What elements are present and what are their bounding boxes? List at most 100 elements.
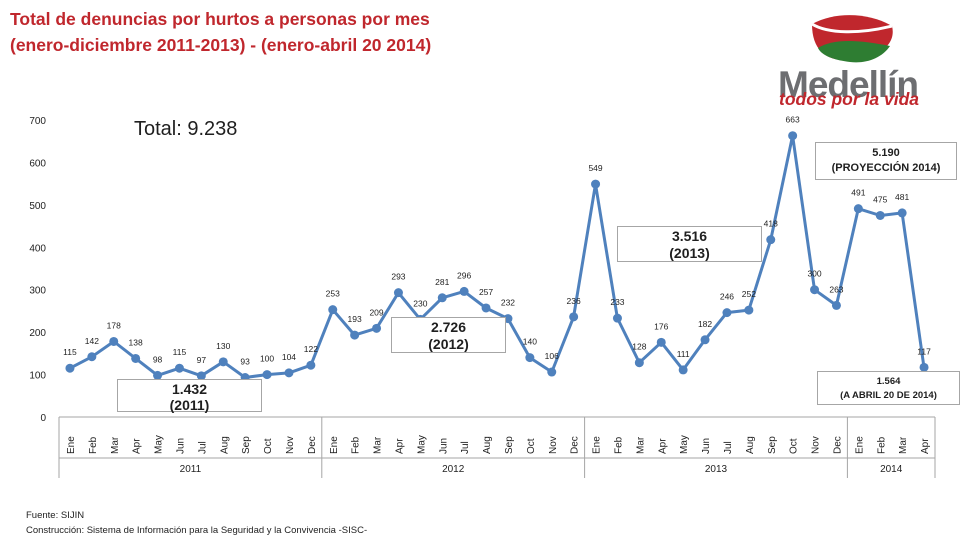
- data-point: [919, 362, 929, 372]
- y-tick-label: 0: [40, 413, 46, 424]
- month-label: Oct: [526, 438, 537, 454]
- month-label: Nov: [548, 436, 559, 454]
- data-label: 236: [567, 296, 581, 306]
- month-label: Mar: [898, 436, 909, 454]
- data-point: [591, 179, 601, 189]
- annotation-2013-label: (2013): [669, 245, 710, 261]
- data-label: 140: [523, 337, 537, 347]
- data-label: 281: [435, 277, 449, 287]
- month-label: Feb: [613, 436, 624, 454]
- data-label: 296: [457, 270, 471, 280]
- data-label: 97: [197, 355, 207, 365]
- month-label: Apr: [132, 438, 143, 454]
- data-point: [656, 337, 666, 347]
- month-label: Aug: [482, 436, 493, 454]
- month-label: Jun: [438, 438, 449, 454]
- month-label: Aug: [745, 436, 756, 454]
- data-point: [481, 303, 491, 313]
- month-label: Mar: [635, 436, 646, 454]
- data-label: 138: [129, 337, 143, 347]
- medellin-logo-icon: [811, 15, 893, 63]
- month-label: Sep: [241, 436, 252, 454]
- month-label: May: [416, 435, 427, 454]
- annotation-2012: 2.726 (2012): [391, 317, 506, 353]
- annotation-projection-value: 5.190: [872, 147, 900, 159]
- data-label: 233: [610, 297, 624, 307]
- data-point: [722, 308, 732, 318]
- data-label: 122: [304, 344, 318, 354]
- y-tick-label: 400: [29, 243, 46, 254]
- y-tick-label: 300: [29, 286, 46, 297]
- month-label: Oct: [263, 438, 274, 454]
- logo-name: Medellín: [778, 64, 919, 105]
- chart-title: Total de denuncias por hurtos a personas…: [10, 6, 610, 58]
- annotation-2011-label: (2011): [169, 397, 210, 413]
- month-label: Aug: [219, 436, 230, 454]
- data-label: 257: [479, 287, 493, 297]
- data-point: [700, 335, 710, 345]
- month-label: Feb: [876, 436, 887, 454]
- data-label: 481: [895, 192, 909, 202]
- data-label: 252: [742, 289, 756, 299]
- data-label: 475: [873, 194, 887, 204]
- month-label: Sep: [767, 436, 778, 454]
- chart-title-line2: (enero-diciembre 2011-2013) - (enero-abr…: [10, 35, 432, 55]
- month-label: Jun: [701, 438, 712, 454]
- data-point: [218, 357, 228, 367]
- data-point: [459, 286, 469, 296]
- month-label: May: [154, 435, 165, 454]
- data-point: [153, 370, 163, 380]
- data-label: 209: [369, 307, 383, 317]
- y-tick-label: 500: [29, 201, 46, 212]
- data-label: 253: [326, 289, 340, 299]
- annotation-2014-label: (A ABRIL 20 DE 2014): [840, 390, 937, 401]
- month-label: Apr: [657, 438, 668, 454]
- data-label: 104: [282, 352, 296, 362]
- data-label: 663: [786, 115, 800, 125]
- footer: Fuente: SIJIN Construcción: Sistema de I…: [26, 508, 726, 538]
- annotation-2011-value: 1.432: [171, 381, 208, 397]
- month-label: Ene: [329, 436, 340, 454]
- data-point: [437, 293, 447, 303]
- data-point: [174, 363, 184, 373]
- data-point: [372, 323, 382, 333]
- data-label: 293: [391, 272, 405, 282]
- data-point: [853, 204, 863, 214]
- year-label: 2014: [880, 464, 903, 475]
- annotation-2011: 1.432 (2011): [117, 379, 262, 413]
- month-label: Feb: [88, 436, 99, 454]
- y-tick-label: 600: [29, 158, 46, 169]
- data-label: 193: [348, 314, 362, 324]
- data-point: [525, 353, 535, 363]
- month-label: Ene: [66, 436, 77, 454]
- data-point: [569, 312, 579, 322]
- y-tick-label: 700: [29, 116, 46, 127]
- data-label: 232: [501, 298, 515, 308]
- data-point: [393, 288, 403, 298]
- data-point: [547, 367, 557, 377]
- annotation-2014-value: 1.564: [876, 376, 901, 387]
- year-label: 2012: [442, 464, 465, 475]
- data-label: 115: [63, 347, 77, 357]
- data-point: [766, 235, 776, 245]
- annotation-2013: 3.516 (2013): [617, 226, 762, 262]
- data-label: 117: [917, 346, 931, 356]
- data-label: 106: [545, 351, 559, 361]
- data-point: [306, 360, 316, 370]
- y-tick-label: 100: [29, 371, 46, 382]
- series-line: [69, 134, 926, 379]
- month-label: Jul: [197, 441, 208, 454]
- data-point: [810, 285, 820, 295]
- data-point: [196, 371, 206, 381]
- month-label: Dec: [307, 436, 318, 454]
- annotation-2014: 1.564 (A ABRIL 20 DE 2014): [817, 371, 960, 405]
- data-label: 263: [829, 284, 843, 294]
- chart-title-line1: Total de denuncias por hurtos a personas…: [10, 9, 430, 29]
- data-label: 98: [153, 354, 163, 364]
- data-point: [328, 305, 338, 315]
- y-tick-label: 200: [29, 328, 46, 339]
- total-label: Total: 9.238: [134, 118, 238, 140]
- data-label: 418: [764, 219, 778, 229]
- year-label: 2013: [705, 464, 728, 475]
